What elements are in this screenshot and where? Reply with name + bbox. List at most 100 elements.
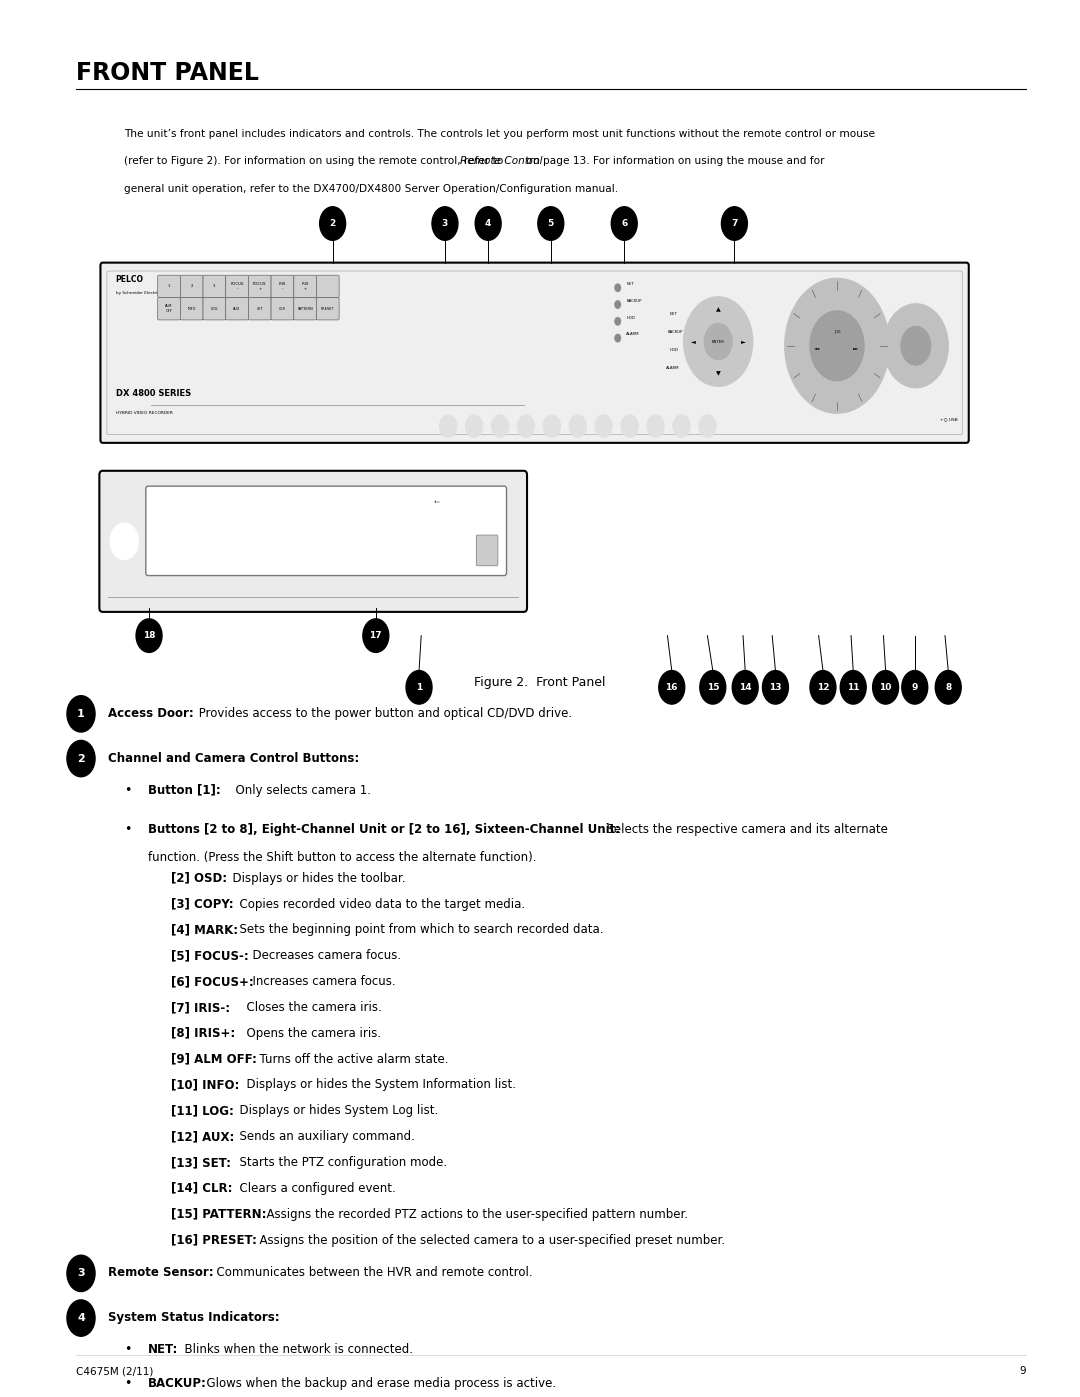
Text: FOCUS
+: FOCUS + xyxy=(253,282,267,291)
Text: 2: 2 xyxy=(190,285,193,288)
Circle shape xyxy=(732,671,758,704)
Text: 2: 2 xyxy=(77,753,85,764)
FancyBboxPatch shape xyxy=(100,263,969,443)
Text: [13] SET:: [13] SET: xyxy=(171,1157,231,1169)
Circle shape xyxy=(406,671,432,704)
Text: ►: ► xyxy=(741,339,745,344)
Text: BACKUP:: BACKUP: xyxy=(148,1377,207,1390)
Text: 5: 5 xyxy=(548,219,554,228)
Text: Buttons [2 to 8], Eight-Channel Unit or [2 to 16], Sixteen-Channel Unit:: Buttons [2 to 8], Eight-Channel Unit or … xyxy=(148,823,620,835)
Text: Button [1]:: Button [1]: xyxy=(148,784,220,796)
Text: Turns off the active alarm state.: Turns off the active alarm state. xyxy=(253,1053,449,1066)
Text: BACKUP: BACKUP xyxy=(626,299,642,303)
Text: [2] OSD:: [2] OSD: xyxy=(171,872,227,884)
Text: Blinks when the network is connected.: Blinks when the network is connected. xyxy=(177,1344,413,1356)
Text: 18: 18 xyxy=(143,631,156,640)
Text: IRIS
-: IRIS - xyxy=(279,282,286,291)
Circle shape xyxy=(136,619,162,652)
Text: System Status Indicators:: System Status Indicators: xyxy=(108,1312,280,1324)
Circle shape xyxy=(810,671,836,704)
Text: [4] MARK:: [4] MARK: xyxy=(171,923,238,936)
Text: JOG: JOG xyxy=(834,330,840,334)
Text: Closes the camera iris.: Closes the camera iris. xyxy=(239,1002,381,1014)
Circle shape xyxy=(595,415,612,437)
Text: Decreases camera focus.: Decreases camera focus. xyxy=(245,950,402,963)
Text: 13: 13 xyxy=(769,683,782,692)
Text: HYBRID VIDEO RECORDER: HYBRID VIDEO RECORDER xyxy=(116,411,173,415)
Circle shape xyxy=(684,298,753,386)
Circle shape xyxy=(873,671,899,704)
Text: Clears a configured event.: Clears a configured event. xyxy=(232,1182,395,1194)
Text: ▼: ▼ xyxy=(716,372,720,376)
FancyBboxPatch shape xyxy=(146,486,507,576)
Text: on page 13. For information on using the mouse and for: on page 13. For information on using the… xyxy=(523,156,825,166)
Text: 12: 12 xyxy=(816,683,829,692)
Text: •: • xyxy=(124,1344,131,1356)
Text: Increases camera focus.: Increases camera focus. xyxy=(245,975,396,988)
FancyBboxPatch shape xyxy=(203,275,226,298)
Circle shape xyxy=(810,312,864,380)
FancyBboxPatch shape xyxy=(203,298,226,320)
Text: 17: 17 xyxy=(369,631,382,640)
FancyBboxPatch shape xyxy=(248,275,271,298)
Circle shape xyxy=(465,415,483,437)
Text: function. (Press the Shift button to access the alternate function).: function. (Press the Shift button to acc… xyxy=(148,851,537,863)
Text: The unit’s front panel includes indicators and controls. The controls let you pe: The unit’s front panel includes indicato… xyxy=(124,129,875,138)
Text: FOCUS
-: FOCUS - xyxy=(230,282,244,291)
Text: by Schneider Electric: by Schneider Electric xyxy=(116,291,159,295)
Circle shape xyxy=(840,671,866,704)
FancyBboxPatch shape xyxy=(271,298,294,320)
Text: ▲: ▲ xyxy=(716,307,720,312)
Text: 4: 4 xyxy=(77,1313,85,1323)
Circle shape xyxy=(700,671,726,704)
Circle shape xyxy=(538,207,564,240)
Text: Remote Control: Remote Control xyxy=(460,156,543,166)
Text: INFO: INFO xyxy=(188,307,195,310)
Text: [15] PATTERN:: [15] PATTERN: xyxy=(171,1207,266,1221)
Circle shape xyxy=(762,671,788,704)
Text: [3] COPY:: [3] COPY: xyxy=(171,898,233,911)
Text: 16: 16 xyxy=(665,683,678,692)
Circle shape xyxy=(673,415,690,437)
Text: [7] IRIS-:: [7] IRIS-: xyxy=(171,1002,230,1014)
Text: 6: 6 xyxy=(621,219,627,228)
Text: Assigns the recorded PTZ actions to the user-specified pattern number.: Assigns the recorded PTZ actions to the … xyxy=(259,1207,688,1221)
Text: Displays or hides the System Information list.: Displays or hides the System Information… xyxy=(239,1078,515,1091)
Circle shape xyxy=(67,1301,95,1337)
Circle shape xyxy=(363,619,389,652)
Text: Sends an auxiliary command.: Sends an auxiliary command. xyxy=(232,1130,415,1143)
Text: [8] IRIS+:: [8] IRIS+: xyxy=(171,1027,234,1039)
Text: ENTER: ENTER xyxy=(712,339,725,344)
Circle shape xyxy=(704,323,732,359)
Text: NET: NET xyxy=(670,312,677,316)
Text: •: • xyxy=(124,823,131,835)
Circle shape xyxy=(901,327,931,365)
Text: PRESET: PRESET xyxy=(321,307,335,310)
Text: Displays or hides the toolbar.: Displays or hides the toolbar. xyxy=(225,872,406,884)
FancyBboxPatch shape xyxy=(476,535,498,566)
Text: 3: 3 xyxy=(442,219,448,228)
Text: +○ USB: +○ USB xyxy=(940,418,957,420)
Text: PELCO: PELCO xyxy=(116,275,144,284)
Text: HDD: HDD xyxy=(670,348,678,352)
Text: 7: 7 xyxy=(731,219,738,228)
Text: Starts the PTZ configuration mode.: Starts the PTZ configuration mode. xyxy=(232,1157,447,1169)
Text: disc: disc xyxy=(434,500,442,504)
Text: (refer to Figure 2). For information on using the remote control, refer to: (refer to Figure 2). For information on … xyxy=(124,156,507,166)
Circle shape xyxy=(615,300,621,309)
Text: CLR: CLR xyxy=(279,307,286,310)
FancyBboxPatch shape xyxy=(226,275,248,298)
Text: general unit operation, refer to the DX4700/DX4800 Server Operation/Configuratio: general unit operation, refer to the DX4… xyxy=(124,184,619,194)
Text: Displays or hides System Log list.: Displays or hides System Log list. xyxy=(232,1105,438,1118)
FancyBboxPatch shape xyxy=(158,275,180,298)
Circle shape xyxy=(440,415,457,437)
Text: 4: 4 xyxy=(485,219,491,228)
Text: SET: SET xyxy=(256,307,264,310)
Circle shape xyxy=(621,415,638,437)
FancyBboxPatch shape xyxy=(99,471,527,612)
Circle shape xyxy=(785,279,889,414)
Text: Opens the camera iris.: Opens the camera iris. xyxy=(239,1027,381,1039)
Text: Provides access to the power button and optical CD/DVD drive.: Provides access to the power button and … xyxy=(194,707,572,719)
FancyBboxPatch shape xyxy=(180,275,203,298)
Circle shape xyxy=(543,415,561,437)
